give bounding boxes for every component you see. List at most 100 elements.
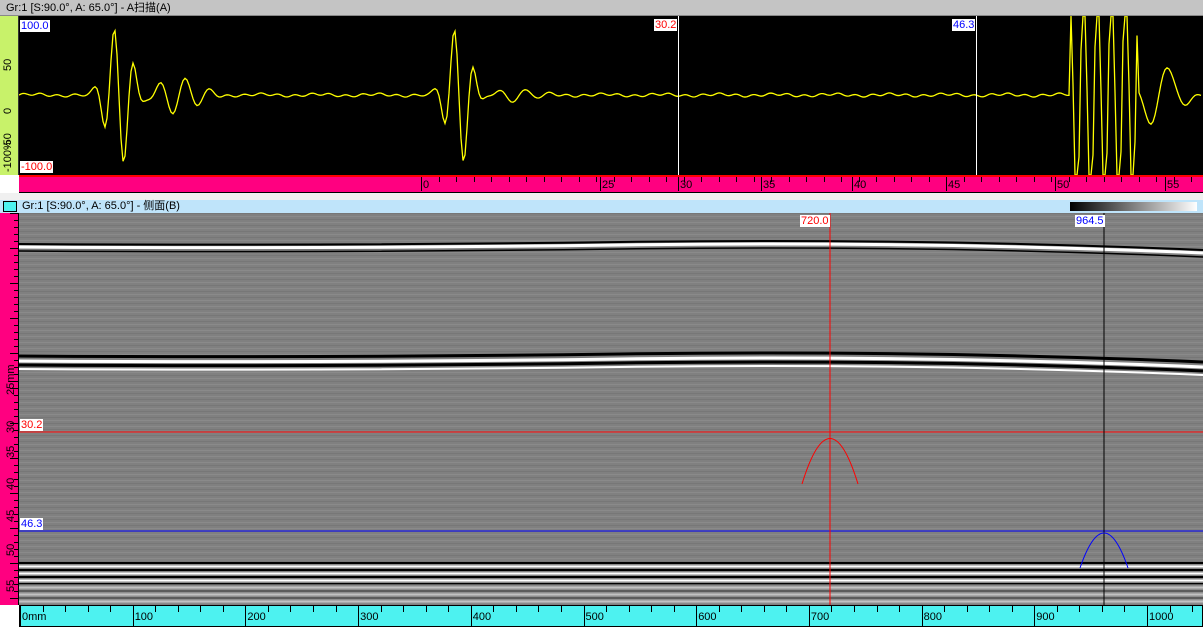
scan-minor-tick: [1101, 606, 1103, 612]
scan-minor-tick: [110, 606, 112, 612]
depth-minor-tick: [823, 177, 825, 182]
depth-axis-tick: [10, 458, 19, 459]
scan-axis-ruler[interactable]: 0mm 100 200 300 400 500 600 700 800 900 1000: [19, 605, 1203, 627]
meas-depth-label: 46.3: [20, 518, 44, 530]
bscan-texture: [19, 525, 1203, 526]
scan-tick-label: 800: [923, 611, 942, 623]
depth-axis-label: 40: [5, 477, 17, 490]
bscan-texture: [19, 255, 1203, 256]
scan-minor-tick: [651, 606, 653, 612]
depth-minor-tick: [893, 177, 895, 182]
bscan-texture: [19, 270, 1203, 271]
depth-minor-tick: [981, 177, 982, 182]
bscan-backwall-band: [19, 579, 1203, 582]
ascan-meas-cursor[interactable]: [976, 16, 977, 175]
bscan-backwall-band: [19, 569, 1203, 571]
bscan-noise: [19, 584, 1203, 604]
scan-tick-label: 600: [698, 611, 717, 623]
bscan-texture: [19, 282, 1203, 283]
meas-scan-label: 964.5: [1075, 215, 1105, 227]
scan-minor-tick: [1011, 606, 1013, 612]
scan-tick: [921, 606, 923, 626]
scan-minor-tick: [628, 606, 630, 612]
depth-minor-tick: [683, 177, 685, 182]
depth-minor-tick: [543, 177, 545, 182]
scan-tick: [358, 606, 360, 626]
ref-arc: [801, 438, 859, 485]
bscan-texture: [19, 273, 1203, 274]
scan-minor-tick: [515, 606, 517, 612]
bscan-title-bar[interactable]: Gr:1 [S:90.0°, A: 65.0°] - 侧面(B): [0, 200, 1203, 213]
ascan-plot[interactable]: 100.0 -100.0 30.2 46.3: [19, 16, 1203, 175]
scan-minor-tick: [853, 606, 855, 612]
depth-axis-tick: [10, 493, 19, 494]
scan-minor-tick: [155, 606, 157, 612]
bscan-texture: [19, 297, 1203, 298]
scan-minor-tick: [380, 606, 382, 612]
depth-minor-tick: [1173, 177, 1175, 182]
scan-minor-tick: [1169, 606, 1171, 612]
bscan-texture: [19, 519, 1203, 520]
ref-scan-label: 720.0: [800, 215, 830, 227]
bscan-depth-ruler[interactable]: 25mm 30 35 40 45 50 55: [0, 213, 19, 605]
depth-tick: [946, 177, 947, 191]
depth-axis-tick: [14, 591, 19, 592]
depth-axis-tick: [14, 339, 19, 340]
scan-tick-label: 300: [360, 611, 379, 623]
scan-minor-tick: [831, 606, 833, 612]
scan-tick: [245, 606, 247, 626]
bscan-texture: [19, 393, 1203, 394]
depth-axis-tick: [14, 430, 19, 431]
bscan-image[interactable]: 30.2 46.3 720.0 964.5: [19, 213, 1203, 605]
bscan-texture: [19, 480, 1203, 481]
bscan-texture: [19, 336, 1203, 337]
scan-tick: [583, 606, 585, 626]
scan-tick-label: 200: [247, 611, 266, 623]
bscan-texture: [19, 504, 1203, 505]
bscan-texture: [19, 411, 1203, 412]
scan-minor-tick: [560, 606, 562, 612]
scan-minor-tick: [763, 606, 765, 612]
bscan-texture: [19, 342, 1203, 343]
bscan-texture: [19, 294, 1203, 295]
ascan-title: Gr:1 [S:90.0°, A: 65.0°] - A扫描(A): [6, 2, 171, 14]
depth-minor-tick: [561, 177, 562, 182]
bscan-texture: [19, 327, 1203, 328]
amp-tick-label: -100%: [2, 140, 14, 172]
depth-minor-tick: [841, 177, 842, 182]
bscan-texture: [19, 330, 1203, 331]
scan-minor-tick: [1124, 606, 1126, 612]
depth-minor-tick: [788, 177, 790, 182]
bscan-texture: [19, 492, 1203, 493]
depth-axis-tick: [14, 549, 19, 550]
depth-minor-tick: [1156, 177, 1157, 182]
depth-axis-label: 35: [5, 445, 17, 458]
ascan-ref-cursor[interactable]: [678, 16, 679, 175]
depth-axis-tick: [10, 598, 19, 599]
bscan-texture: [19, 384, 1203, 385]
scan-minor-tick: [989, 606, 991, 612]
bscan-texture: [19, 438, 1203, 439]
depth-axis-tick: [14, 241, 19, 242]
bscan-echo-band: [19, 240, 1203, 251]
bscan-texture: [19, 369, 1203, 370]
bscan-texture: [19, 513, 1203, 514]
depth-minor-tick: [1138, 177, 1140, 182]
scan-minor-tick: [1079, 606, 1081, 612]
scan-minor-tick: [966, 606, 968, 612]
ascan-title-bar[interactable]: Gr:1 [S:90.0°, A: 65.0°] - A扫描(A): [0, 0, 1203, 16]
depth-ruler[interactable]: 0 25 30 35 40 45 50 55: [19, 175, 1203, 193]
depth-axis-tick: [14, 507, 19, 508]
bscan-texture: [19, 303, 1203, 304]
meas-arc: [1079, 532, 1129, 569]
scan-tick: [470, 606, 472, 626]
depth-axis-tick: [14, 514, 19, 515]
depth-axis-tick: [10, 563, 19, 564]
bscan-texture: [19, 477, 1203, 478]
depth-axis-tick: [14, 472, 19, 473]
bscan-backwall-band: [19, 565, 1203, 568]
depth-minor-tick: [806, 177, 807, 182]
bscan-texture: [19, 288, 1203, 289]
scan-minor-tick: [899, 606, 901, 612]
depth-axis-tick: [10, 528, 19, 529]
